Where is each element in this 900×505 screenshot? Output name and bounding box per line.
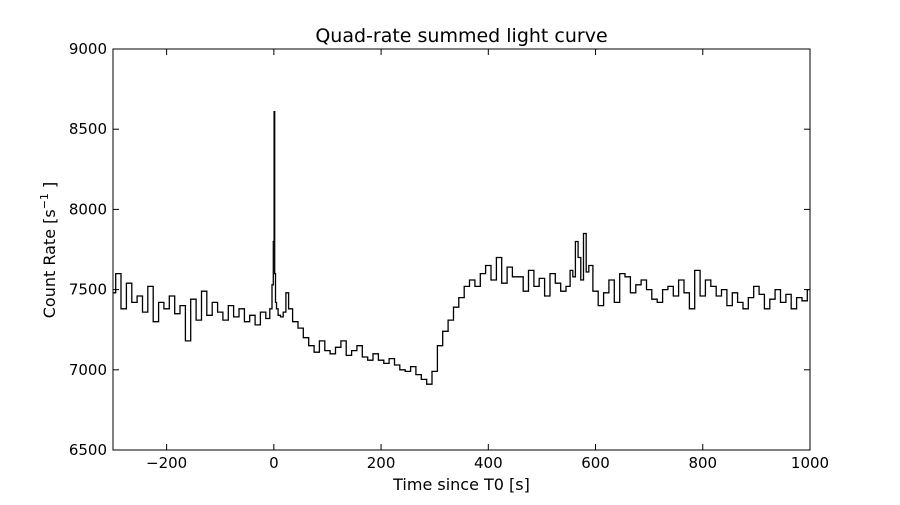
y-axis-label: Count Rate [s−1 ] (38, 182, 59, 319)
plot-area (113, 110, 810, 385)
y-tick-label: 8000 (69, 200, 107, 218)
chart-title: Quad-rate summed light curve (315, 25, 607, 47)
x-tick-label: 1000 (791, 454, 829, 472)
y-axis-label-superscript: −1 (38, 193, 51, 209)
x-tick-label: 0 (269, 454, 279, 472)
x-axis: −200 0 200 400 600 800 1000 (146, 49, 829, 472)
plot-frame (112, 48, 811, 451)
x-tick-label: 400 (474, 454, 503, 472)
y-tick-label: 6500 (69, 441, 107, 459)
y-axis-label-main: Count Rate [s (40, 209, 59, 318)
y-tick-label: 8500 (69, 120, 107, 138)
x-tick-label: 600 (581, 454, 610, 472)
y-tick-label: 7500 (69, 281, 107, 299)
x-tick-label: 800 (688, 454, 717, 472)
x-tick-label: −200 (146, 454, 187, 472)
y-tick-label: 9000 (69, 40, 107, 58)
y-axis: 6500 7000 7500 8000 8500 9000 (69, 40, 810, 459)
y-axis-label-end: ] (40, 182, 59, 193)
x-tick-label: 200 (367, 454, 396, 472)
x-axis-label: Time since T0 [s] (392, 475, 530, 494)
y-tick-label: 7000 (69, 361, 107, 379)
light-curve-series-line (113, 110, 810, 385)
